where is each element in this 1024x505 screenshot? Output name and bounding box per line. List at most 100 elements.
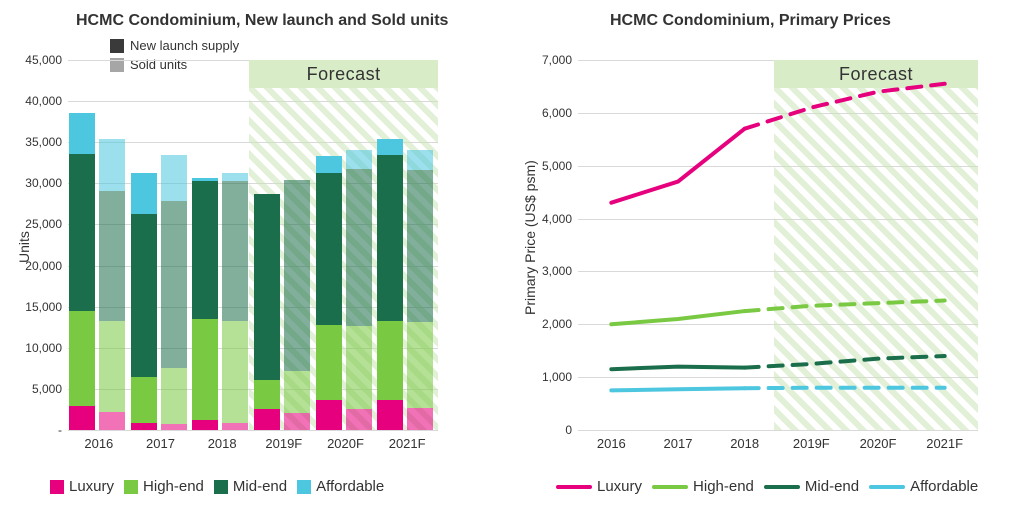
bar-segment-highend — [316, 325, 342, 400]
bar-segment-luxury — [316, 400, 342, 430]
bar-segment-midend — [99, 191, 125, 321]
y-tick-label: 30,000 — [25, 176, 68, 190]
legend-line-swatch — [652, 485, 688, 489]
line-luxury-forecast — [745, 84, 945, 129]
bar-segment-luxury — [346, 409, 372, 430]
legend-label: Affordable — [910, 478, 978, 495]
line-affordable-forecast — [745, 388, 945, 389]
y-tick-label: - — [58, 423, 68, 437]
bar-segment-midend — [192, 181, 218, 319]
y-tick-label: 0 — [565, 423, 578, 437]
y-tick-label: 1,000 — [542, 370, 578, 384]
bar-segment-affordable — [407, 150, 433, 171]
y-tick-label: 6,000 — [542, 106, 578, 120]
right-chart-title: HCMC Condominium, Primary Prices — [610, 12, 891, 30]
bar-segment-midend — [407, 170, 433, 322]
bar-segment-midend — [284, 180, 310, 371]
chart-container: HCMC Condominium, New launch and Sold un… — [0, 0, 1024, 505]
legend-label: Luxury — [69, 478, 114, 495]
legend-label: Luxury — [597, 478, 642, 495]
bar-segment-affordable — [346, 150, 372, 169]
line-luxury — [611, 129, 744, 203]
bar-segment-highend — [222, 321, 248, 423]
x-tick-label: 2017 — [664, 430, 693, 451]
bar-segment-luxury — [192, 420, 218, 430]
legend-label: Mid-end — [233, 478, 287, 495]
bar-segment-highend — [69, 311, 95, 406]
legend-item-luxury: Luxury — [50, 478, 114, 495]
y-tick-label: 20,000 — [25, 259, 68, 273]
right-legend: LuxuryHigh-endMid-endAffordable — [556, 478, 978, 495]
bar-segment-highend — [377, 321, 403, 401]
line-layer — [578, 60, 978, 430]
legend-label: High-end — [143, 478, 204, 495]
gridline — [578, 430, 978, 431]
bar-segment-affordable — [316, 156, 342, 173]
y-tick-label: 7,000 — [542, 53, 578, 67]
bar-segment-highend — [192, 319, 218, 420]
line-highend-forecast — [745, 301, 945, 312]
x-tick-label: 2016 — [84, 430, 113, 451]
bar-segment-affordable — [99, 139, 125, 191]
y-tick-label: 3,000 — [542, 264, 578, 278]
forecast-label: Forecast — [249, 60, 438, 88]
bar-segment-midend — [254, 194, 280, 380]
bar-segment-midend — [161, 201, 187, 368]
y-tick-label: 5,000 — [542, 159, 578, 173]
x-tick-label: 2019F — [793, 430, 830, 451]
y-tick-label: 5,000 — [32, 382, 68, 396]
bar-segment-luxury — [254, 409, 280, 430]
y-tick-label: 35,000 — [25, 135, 68, 149]
bar-segment-luxury — [131, 423, 157, 430]
right-y-axis-label: Primary Price (US$ psm) — [522, 160, 538, 315]
y-tick-label: 25,000 — [25, 217, 68, 231]
legend-swatch — [214, 480, 228, 494]
line-highend — [611, 311, 744, 324]
bar-segment-midend — [346, 169, 372, 326]
bar-segment-highend — [254, 380, 280, 409]
y-tick-label: 2,000 — [542, 317, 578, 331]
y-tick-label: 10,000 — [25, 341, 68, 355]
y-tick-label: 15,000 — [25, 300, 68, 314]
gridline — [68, 430, 438, 431]
bar-segment-luxury — [69, 406, 95, 430]
left-legend: Luxury High-end Mid-end Affordable — [50, 478, 384, 495]
legend-label: Affordable — [316, 478, 384, 495]
x-tick-label: 2020F — [860, 430, 897, 451]
bar-segment-affordable — [377, 139, 403, 155]
bar-segment-affordable — [69, 113, 95, 153]
legend-line-swatch — [764, 485, 800, 489]
legend-item-affordable: Affordable — [297, 478, 384, 495]
bar-segment-affordable — [222, 173, 248, 181]
bar-segment-highend — [99, 321, 125, 412]
bar-segment-luxury — [407, 408, 433, 430]
legend-item-midend: Mid-end — [214, 478, 287, 495]
sublegend-a-label: New launch supply — [130, 38, 239, 55]
y-tick-label: 40,000 — [25, 94, 68, 108]
x-tick-label: 2021F — [389, 430, 426, 451]
legend-swatch — [124, 480, 138, 494]
bar-segment-midend — [222, 181, 248, 322]
x-tick-label: 2016 — [597, 430, 626, 451]
bar-segment-luxury — [284, 413, 310, 430]
x-tick-label: 2019F — [265, 430, 302, 451]
x-tick-label: 2017 — [146, 430, 175, 451]
left-chart-title: HCMC Condominium, New launch and Sold un… — [76, 12, 448, 30]
line-midend — [611, 367, 744, 370]
x-tick-label: 2021F — [926, 430, 963, 451]
bar-segment-highend — [346, 326, 372, 409]
bar-segment-highend — [161, 368, 187, 424]
line-midend-forecast — [745, 356, 945, 368]
bar-segment-affordable — [131, 173, 157, 213]
swatch-new-launch — [110, 39, 124, 53]
bar-segment-midend — [131, 214, 157, 378]
bar-segment-highend — [284, 371, 310, 413]
bar-segment-luxury — [222, 423, 248, 430]
y-tick-label: 4,000 — [542, 212, 578, 226]
legend-label: High-end — [693, 478, 754, 495]
left-plot-area: -5,00010,00015,00020,00025,00030,00035,0… — [68, 60, 438, 430]
legend-swatch — [297, 480, 311, 494]
bar-segment-luxury — [377, 400, 403, 430]
right-panel: HCMC Condominium, Primary Prices Primary… — [500, 0, 1024, 505]
bar-segment-luxury — [99, 412, 125, 430]
